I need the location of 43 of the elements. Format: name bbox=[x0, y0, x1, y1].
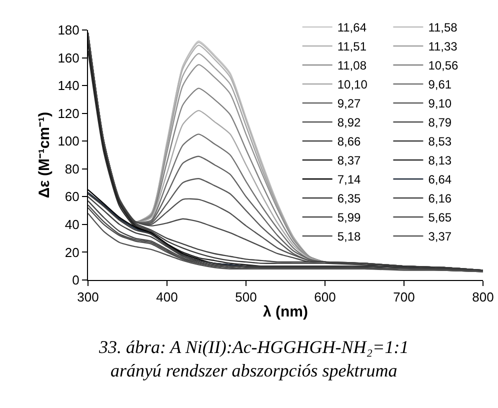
y-tick-label: 40 bbox=[64, 216, 80, 232]
legend-label: 11,58 bbox=[428, 20, 458, 35]
legend-label: 8,92 bbox=[337, 116, 362, 130]
legend-label: 8,66 bbox=[337, 134, 362, 149]
legend-label: 7,14 bbox=[337, 172, 362, 187]
legend-label: 9,10 bbox=[428, 96, 452, 111]
legend-label: 8,13 bbox=[428, 154, 452, 168]
x-tick-label: 800 bbox=[472, 290, 494, 305]
x-tick-label: 500 bbox=[235, 290, 257, 305]
y-tick-label: 60 bbox=[64, 189, 80, 204]
legend-label: 5,65 bbox=[428, 210, 452, 225]
legend-label: 3,37 bbox=[428, 230, 452, 244]
legend-label: 8,79 bbox=[428, 116, 452, 130]
legend-label: 11,64 bbox=[337, 20, 367, 35]
legend-label: 11,08 bbox=[337, 58, 367, 73]
legend-label: 6,35 bbox=[337, 192, 362, 206]
legend-label: 11,33 bbox=[428, 40, 458, 54]
legend-label: 6,16 bbox=[428, 192, 452, 206]
legend-label: 10,56 bbox=[428, 58, 459, 73]
x-tick-label: 600 bbox=[314, 290, 336, 305]
y-tick-label: 80 bbox=[64, 161, 80, 176]
x-tick-label: 300 bbox=[77, 290, 99, 305]
legend-label: 5,99 bbox=[337, 210, 362, 225]
y-tick-label: 100 bbox=[58, 134, 80, 149]
y-tick-label: 180 bbox=[58, 22, 80, 38]
y-tick-label: 160 bbox=[58, 50, 80, 66]
text: 33. ábra: A Ni(II):Ac-HGGHGH-NH₂=1:1 arányú rendszer abszorpciós spektruma bbox=[98, 337, 409, 380]
y-tick-label: 20 bbox=[64, 244, 80, 260]
legend-label: 11,51 bbox=[337, 40, 367, 54]
x-tick-label: 700 bbox=[393, 290, 415, 305]
x-tick-label: 400 bbox=[156, 290, 178, 305]
legend-label: 5,18 bbox=[337, 230, 362, 244]
y-tick-label: 120 bbox=[58, 106, 80, 121]
legend-label: 10,10 bbox=[337, 78, 368, 92]
legend-label: 8,53 bbox=[428, 134, 452, 149]
legend-label: 9,27 bbox=[337, 96, 362, 111]
legend-label: 6,64 bbox=[428, 172, 452, 187]
legend-label: 9,61 bbox=[428, 78, 452, 92]
y-axis-title: Δε (M⁻¹cm⁻¹) bbox=[36, 112, 53, 198]
x-axis-title: λ (nm) bbox=[263, 304, 308, 321]
y-tick-label: 140 bbox=[58, 78, 80, 94]
legend-label: 8,37 bbox=[337, 154, 362, 168]
y-tick-label: 0 bbox=[72, 272, 80, 288]
